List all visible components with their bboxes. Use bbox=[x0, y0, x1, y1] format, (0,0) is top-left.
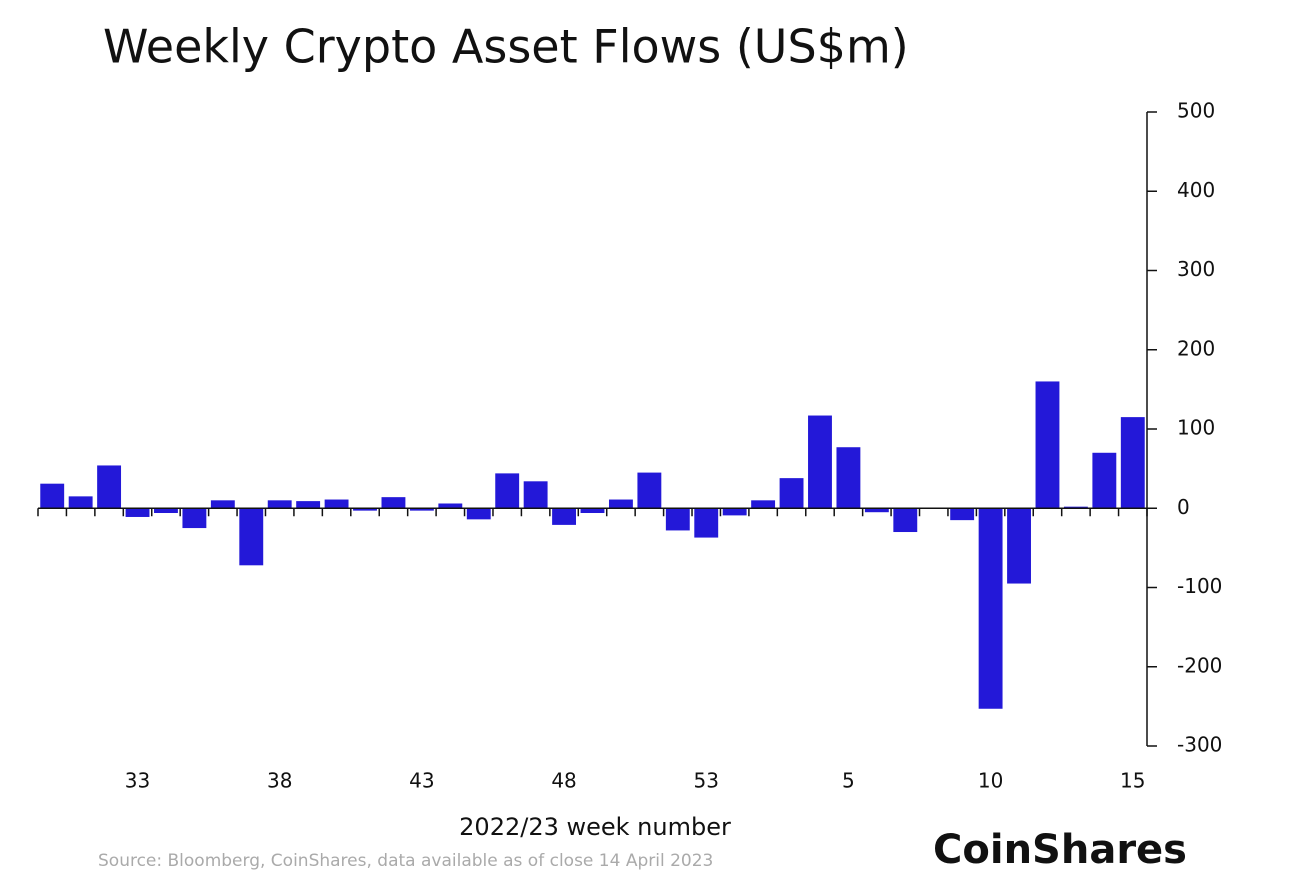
y-tick-label: 300 bbox=[1177, 257, 1215, 281]
bar bbox=[893, 508, 918, 533]
bar bbox=[694, 508, 719, 538]
source: Source: Bloomberg, CoinShares, data avai… bbox=[98, 851, 713, 871]
bar bbox=[1007, 508, 1031, 584]
x-tick-label: 38 bbox=[267, 769, 292, 793]
bar bbox=[608, 499, 633, 509]
bar bbox=[665, 508, 690, 531]
bar bbox=[40, 483, 65, 509]
y-tick-label: -200 bbox=[1177, 653, 1222, 677]
logo: CoinShares bbox=[933, 827, 1187, 873]
bar bbox=[381, 497, 406, 509]
bar bbox=[978, 508, 1003, 709]
bar bbox=[125, 508, 150, 517]
y-tick-label: 100 bbox=[1177, 416, 1215, 440]
bar bbox=[296, 501, 321, 509]
y-tick-label: 200 bbox=[1177, 336, 1215, 360]
x-axis-label: 2022/23 week number bbox=[459, 813, 731, 841]
bar bbox=[353, 508, 377, 511]
bar bbox=[324, 499, 349, 509]
bar bbox=[267, 500, 292, 509]
chart-title: Weekly Crypto Asset Flows (US$m) bbox=[103, 20, 909, 74]
bar bbox=[466, 508, 491, 520]
bar bbox=[751, 500, 776, 509]
bar bbox=[409, 508, 434, 511]
x-tick-label: 33 bbox=[125, 769, 150, 793]
x-tick-label: 15 bbox=[1120, 769, 1145, 793]
bar bbox=[1092, 452, 1117, 509]
bar bbox=[1120, 417, 1145, 509]
bar bbox=[836, 447, 861, 509]
x-tick-label: 43 bbox=[409, 769, 434, 793]
x-tick-label: 5 bbox=[842, 769, 855, 793]
bar bbox=[552, 508, 577, 525]
bar bbox=[182, 508, 207, 529]
x-tick-label: 10 bbox=[978, 769, 1003, 793]
bar bbox=[1035, 381, 1060, 509]
bar bbox=[864, 508, 889, 513]
x-tick-label: 53 bbox=[694, 769, 719, 793]
y-tick-label: -100 bbox=[1177, 574, 1222, 598]
bar bbox=[154, 508, 178, 514]
y-tick-label: -300 bbox=[1177, 733, 1222, 757]
bar bbox=[97, 465, 122, 509]
x-tick-label: 48 bbox=[551, 769, 576, 793]
bar bbox=[239, 508, 264, 566]
bar bbox=[722, 508, 747, 516]
bar bbox=[495, 473, 520, 509]
y-tick-label: 500 bbox=[1177, 99, 1215, 123]
bar bbox=[68, 496, 93, 509]
bar bbox=[210, 500, 235, 509]
bar bbox=[580, 508, 605, 514]
bar bbox=[637, 472, 662, 509]
y-tick-label: 400 bbox=[1177, 178, 1215, 202]
bar bbox=[950, 508, 975, 521]
bar bbox=[1063, 506, 1088, 509]
y-tick-label: 0 bbox=[1177, 495, 1190, 519]
bar bbox=[808, 415, 832, 509]
bar bbox=[438, 503, 463, 509]
bar bbox=[523, 481, 548, 509]
bar bbox=[779, 478, 804, 509]
